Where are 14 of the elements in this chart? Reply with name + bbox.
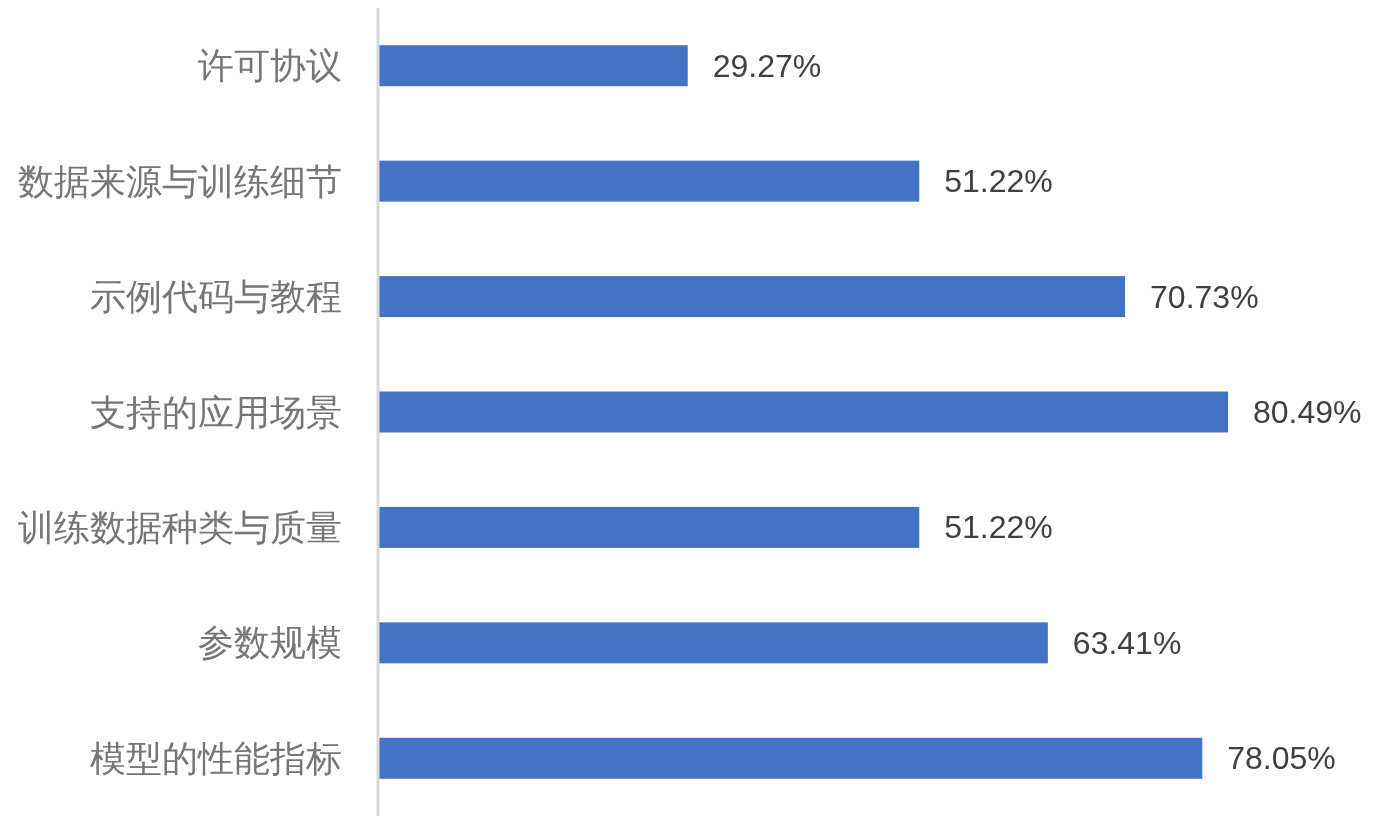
y-tick-label: 模型的性能指标	[90, 737, 342, 779]
data-label: 63.41%	[1072, 624, 1182, 661]
data-label: 29.27%	[712, 47, 822, 84]
y-tick-label: 支持的应用场景	[90, 391, 342, 433]
data-label: 80.49%	[1253, 394, 1362, 430]
data-label: 51.22%	[944, 509, 1053, 546]
y-tick-label: 训练数据种类与质量	[18, 506, 342, 548]
y-tick-label: 数据来源与训练细节	[18, 160, 342, 202]
y-tick-label: 参数规模	[198, 622, 342, 664]
data-label: 70.73%	[1150, 278, 1259, 315]
y-tick-label: 示例代码与教程	[90, 276, 342, 318]
data-label: 51.22%	[944, 163, 1053, 200]
data-label: 78.05%	[1227, 740, 1336, 777]
y-tick-label: 许可协议	[198, 45, 342, 87]
